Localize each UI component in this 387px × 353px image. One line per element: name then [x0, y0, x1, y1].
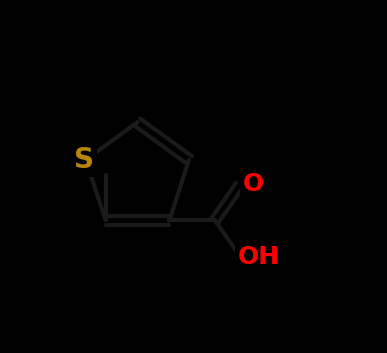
Text: S: S — [74, 146, 94, 174]
Text: O: O — [243, 172, 264, 196]
Text: OH: OH — [238, 245, 280, 269]
